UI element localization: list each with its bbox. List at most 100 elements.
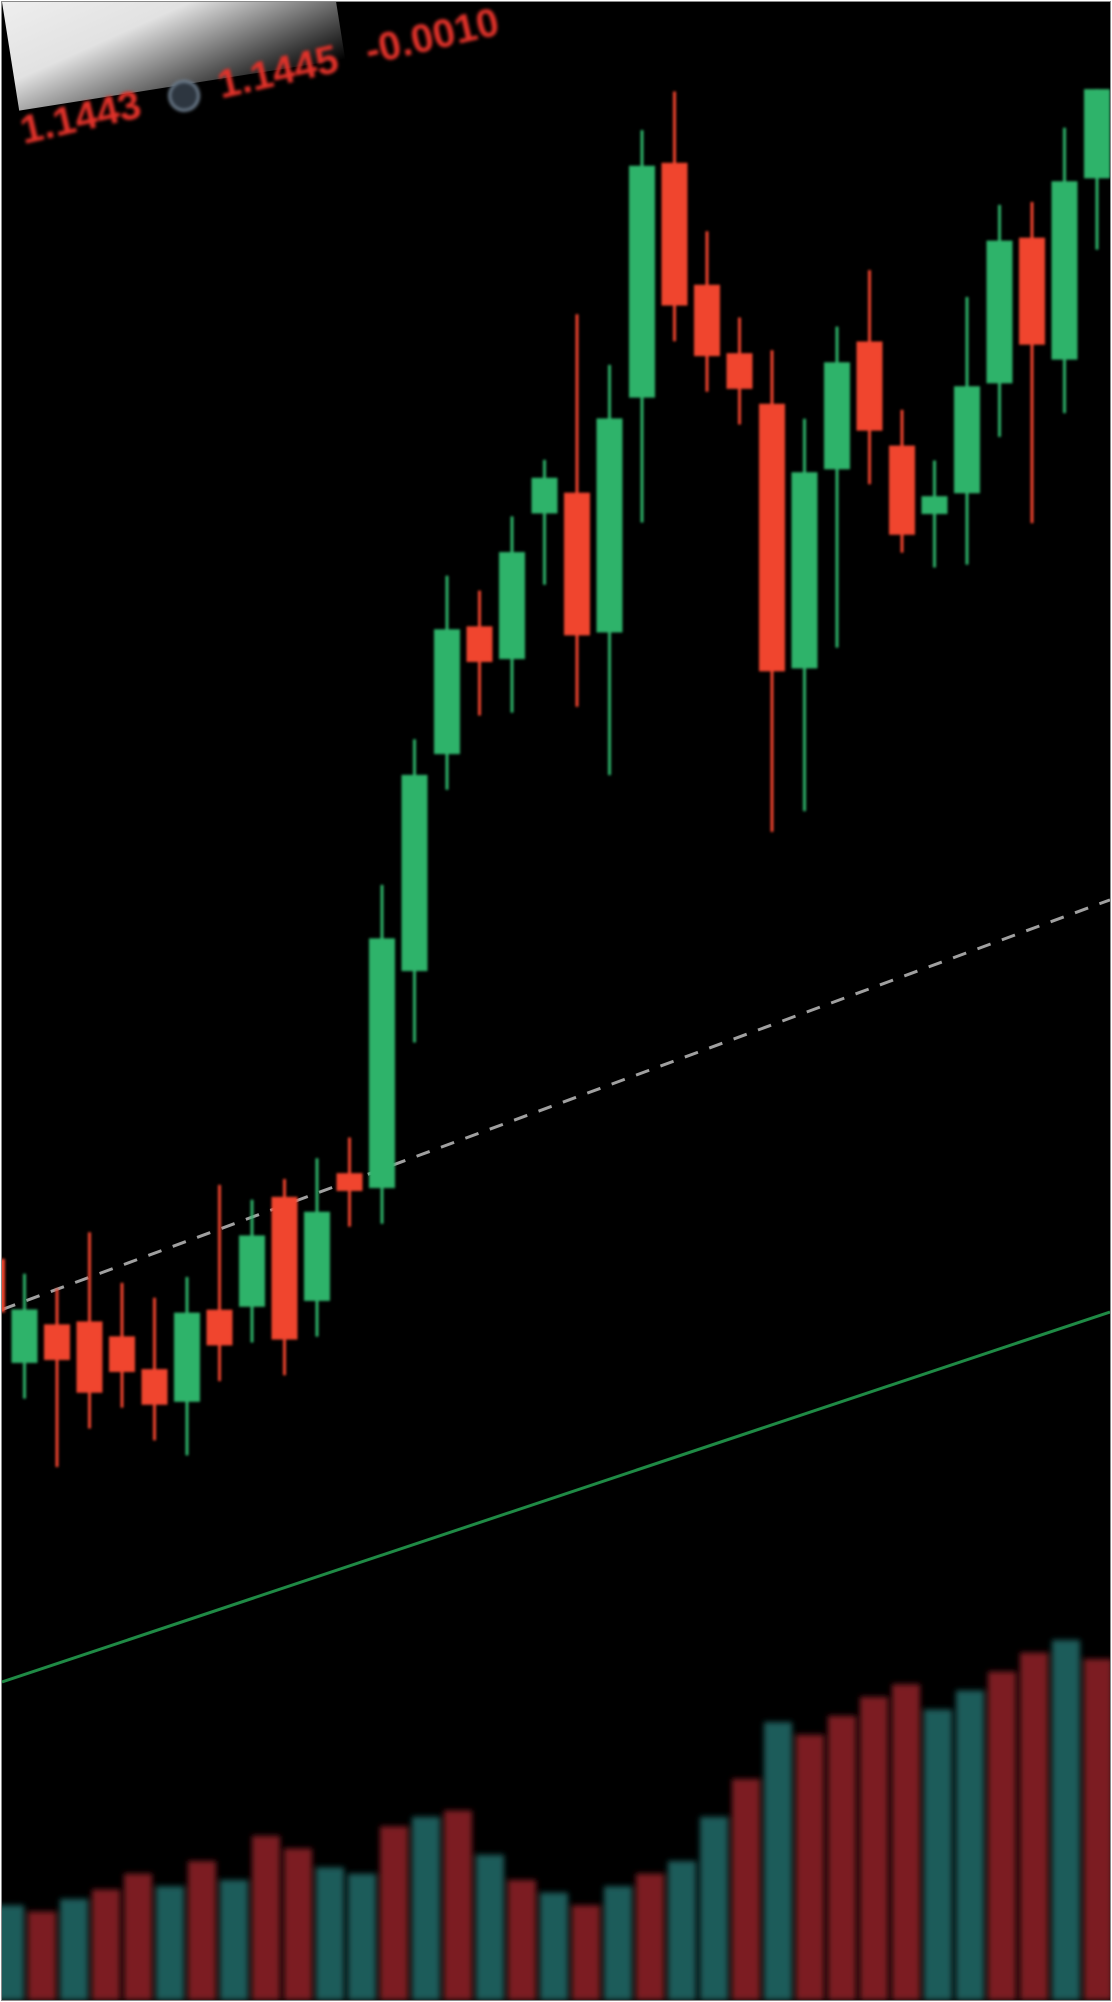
volume-bar xyxy=(284,1848,312,2000)
volume-bar xyxy=(316,1867,344,2000)
candle-body xyxy=(531,477,558,514)
volume-bar xyxy=(956,1690,984,2000)
volume-bar xyxy=(60,1898,88,2000)
candle-body xyxy=(889,445,915,535)
candle xyxy=(694,231,720,392)
candle-body xyxy=(1051,181,1078,360)
candle-body xyxy=(791,472,818,669)
candle-body xyxy=(239,1235,265,1307)
volume-bar xyxy=(796,1734,824,2000)
volume-bar xyxy=(476,1854,504,2000)
candle xyxy=(1084,89,1110,250)
candle-body xyxy=(629,165,655,398)
candle xyxy=(1051,127,1078,414)
candle xyxy=(271,1179,298,1376)
volume-bar xyxy=(668,1861,696,2000)
candle-body xyxy=(401,774,428,972)
candle xyxy=(76,1232,103,1429)
volume-bar xyxy=(28,1911,56,2000)
candle-body xyxy=(499,552,525,660)
candle-body xyxy=(856,341,883,431)
candle xyxy=(304,1158,330,1337)
trend-line xyxy=(2,1310,1110,1684)
volume-bars xyxy=(2,1640,1110,2000)
candle-body xyxy=(759,403,785,672)
volume-bar xyxy=(444,1810,472,2000)
candle-body xyxy=(174,1312,200,1402)
candle-body xyxy=(369,938,395,1189)
candle xyxy=(434,575,460,790)
candle xyxy=(466,590,493,716)
candle xyxy=(629,130,655,523)
candle-body xyxy=(661,162,688,306)
candle-body xyxy=(921,496,948,515)
candle xyxy=(726,317,753,425)
candle xyxy=(206,1184,233,1382)
candle xyxy=(564,314,590,707)
candle xyxy=(174,1276,200,1456)
candle xyxy=(499,516,525,713)
volume-bar xyxy=(380,1826,408,2000)
volume-bar xyxy=(1084,1658,1110,2000)
reference-lines xyxy=(2,898,1110,1684)
volume-bar xyxy=(252,1835,280,2000)
candle-body xyxy=(694,284,720,357)
candle-body xyxy=(76,1321,103,1393)
candle-body xyxy=(271,1196,298,1340)
candle-body xyxy=(206,1309,233,1346)
candle xyxy=(141,1297,168,1441)
volume-bar xyxy=(860,1696,888,2000)
candle xyxy=(661,91,688,342)
candle-body xyxy=(986,240,1013,384)
volume-bar xyxy=(508,1880,536,2000)
candle-body xyxy=(44,1324,70,1361)
candle-body xyxy=(11,1309,38,1363)
candle-body xyxy=(141,1369,168,1405)
volume-bar xyxy=(1020,1652,1048,2000)
candle-body xyxy=(824,362,850,470)
reference-price-line xyxy=(2,898,1110,1311)
candle xyxy=(986,204,1013,437)
candle xyxy=(11,1273,38,1399)
candle xyxy=(44,1288,70,1468)
candle xyxy=(531,459,558,585)
candle-body xyxy=(596,418,623,633)
volume-bar xyxy=(156,1886,184,2000)
candle xyxy=(954,297,980,565)
candle-body xyxy=(304,1211,330,1301)
candle xyxy=(336,1137,363,1227)
volume-bar xyxy=(348,1873,376,2000)
candle xyxy=(109,1282,135,1408)
volume-bar xyxy=(636,1873,664,2000)
volume-bar xyxy=(892,1684,920,2000)
volume-bar xyxy=(2,1905,24,2000)
candle xyxy=(856,270,883,485)
volume-bar xyxy=(764,1722,792,2000)
candle xyxy=(1019,202,1045,524)
volume-bar xyxy=(924,1709,952,2000)
candle-body xyxy=(466,626,493,662)
volume-bar xyxy=(188,1861,216,2000)
volume-bar xyxy=(732,1778,760,2000)
volume-bar xyxy=(572,1905,600,2000)
volume-bar xyxy=(540,1892,568,2000)
candle-body xyxy=(726,353,753,389)
candle-body xyxy=(564,492,590,636)
volume-bar xyxy=(92,1889,120,2000)
candle xyxy=(2,1258,5,1313)
candles xyxy=(2,89,1110,1468)
volume-bar xyxy=(124,1873,152,2000)
candle xyxy=(596,364,623,776)
volume-bar xyxy=(220,1880,248,2000)
candle xyxy=(759,350,785,832)
volume-bar xyxy=(1052,1640,1080,2000)
volume-bar xyxy=(604,1886,632,2000)
candle xyxy=(401,739,428,1043)
volume-bar xyxy=(700,1816,728,2000)
candle xyxy=(369,884,395,1224)
candle-body xyxy=(1019,237,1045,345)
candle xyxy=(824,326,850,648)
volume-bar xyxy=(828,1715,856,2000)
candle-body xyxy=(954,386,980,494)
